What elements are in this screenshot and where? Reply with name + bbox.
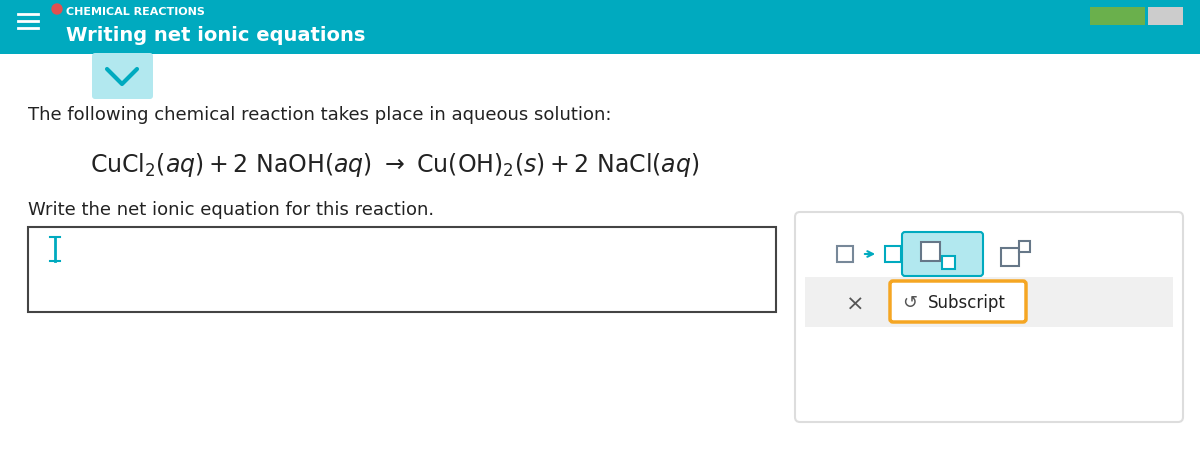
FancyBboxPatch shape bbox=[890, 281, 1026, 322]
FancyBboxPatch shape bbox=[886, 247, 901, 263]
Text: CHEMICAL REACTIONS: CHEMICAL REACTIONS bbox=[66, 7, 205, 17]
FancyBboxPatch shape bbox=[796, 212, 1183, 422]
FancyBboxPatch shape bbox=[1019, 241, 1030, 252]
Text: Writing net ionic equations: Writing net ionic equations bbox=[66, 25, 365, 45]
Bar bbox=[1090, 8, 1145, 26]
FancyBboxPatch shape bbox=[902, 233, 983, 276]
FancyBboxPatch shape bbox=[838, 247, 853, 263]
Text: ×: × bbox=[846, 294, 864, 314]
Bar bbox=[1148, 8, 1183, 26]
FancyBboxPatch shape bbox=[28, 228, 776, 312]
Text: The following chemical reaction takes place in aqueous solution:: The following chemical reaction takes pl… bbox=[28, 106, 612, 124]
FancyBboxPatch shape bbox=[920, 242, 940, 261]
Text: ↺: ↺ bbox=[902, 293, 917, 311]
FancyBboxPatch shape bbox=[1001, 248, 1019, 267]
FancyBboxPatch shape bbox=[92, 54, 154, 100]
Text: $\rm{CuCl_2(\mathit{aq})}+2\ \rm{NaOH(\mathit{aq})\ \rightarrow\ Cu(OH)_2(\mathi: $\rm{CuCl_2(\mathit{aq})}+2\ \rm{NaOH(\m… bbox=[90, 151, 700, 179]
Circle shape bbox=[52, 5, 62, 15]
Bar bbox=[0, 0, 1200, 55]
FancyBboxPatch shape bbox=[942, 256, 954, 269]
Text: Subscript: Subscript bbox=[928, 293, 1006, 311]
Text: Write the net ionic equation for this reaction.: Write the net ionic equation for this re… bbox=[28, 201, 434, 218]
Bar bbox=[805, 278, 1174, 327]
